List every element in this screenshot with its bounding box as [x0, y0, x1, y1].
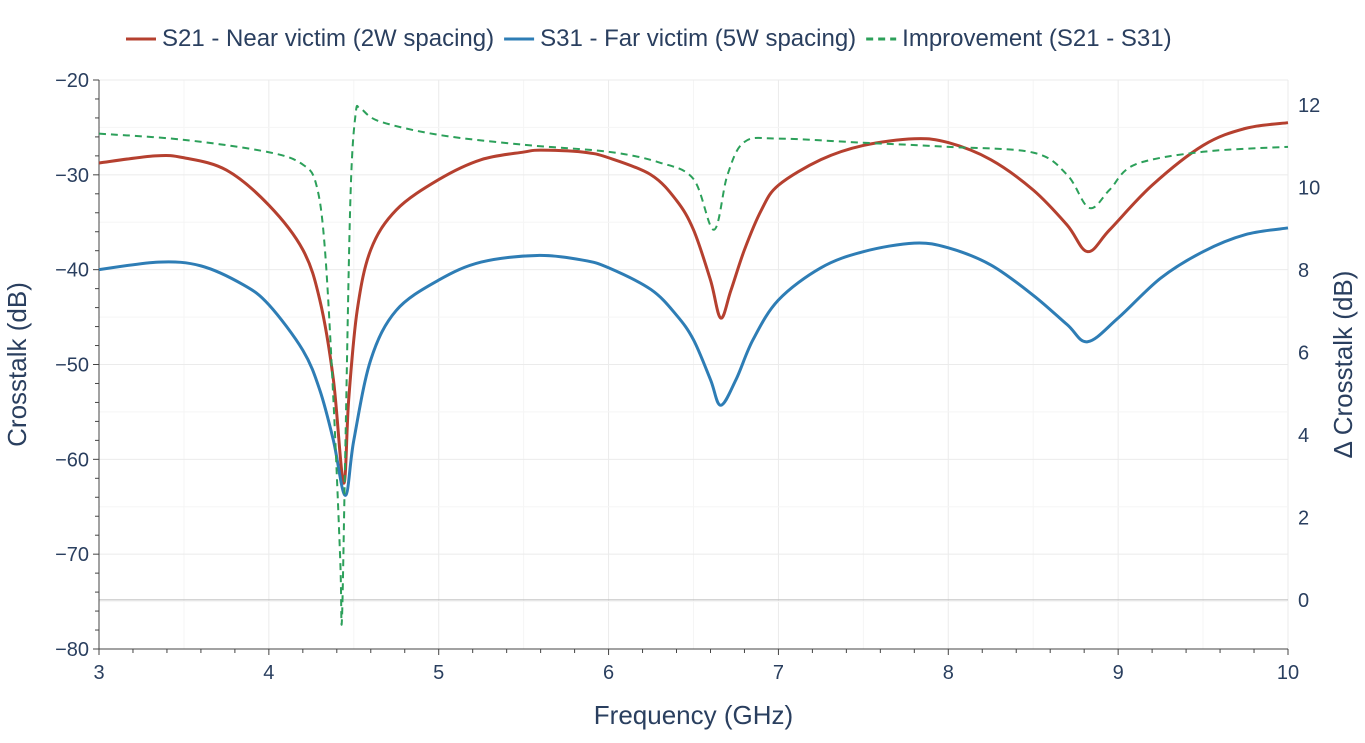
- x-tick-label: 3: [93, 662, 104, 684]
- y-tick-label: −80: [55, 639, 89, 661]
- series-line-2: [98, 104, 1289, 626]
- x-axis-title: Frequency (GHz): [594, 700, 793, 730]
- y2-tick-label: 0: [1298, 590, 1309, 612]
- y-tick-label: −70: [55, 544, 89, 566]
- x-tick-label: 5: [433, 662, 444, 684]
- y2-axis-title: Δ Crosstalk (dB): [1328, 271, 1358, 459]
- y2-tick-label: 4: [1298, 425, 1309, 447]
- legend-label-0[interactable]: S21 - Near victim (2W spacing): [162, 25, 494, 52]
- y-axis-title: Crosstalk (dB): [2, 282, 32, 447]
- y2-tick-label: 2: [1298, 507, 1309, 529]
- legend-label-1[interactable]: S31 - Far victim (5W spacing): [540, 25, 856, 52]
- x-tick-label: 7: [773, 662, 784, 684]
- y2-tick-label: 6: [1298, 342, 1309, 364]
- y-tick-label: −20: [55, 70, 89, 92]
- y-tick-label: −60: [55, 449, 89, 471]
- x-tick-label: 9: [1113, 662, 1124, 684]
- y2-tick-label: 12: [1298, 95, 1320, 117]
- legend-label-2[interactable]: Improvement (S21 - S31): [902, 25, 1171, 52]
- y-tick-label: −50: [55, 355, 89, 377]
- series-line-1: [98, 226, 1289, 497]
- y-tick-label: −30: [55, 165, 89, 187]
- x-tick-label: 8: [943, 662, 954, 684]
- x-tick-label: 10: [1277, 662, 1299, 684]
- y-tick-label: −40: [55, 260, 89, 282]
- x-tick-label: 6: [603, 662, 614, 684]
- y2-tick-label: 8: [1298, 260, 1309, 282]
- x-tick-label: 4: [263, 662, 274, 684]
- y2-tick-label: 10: [1298, 177, 1320, 199]
